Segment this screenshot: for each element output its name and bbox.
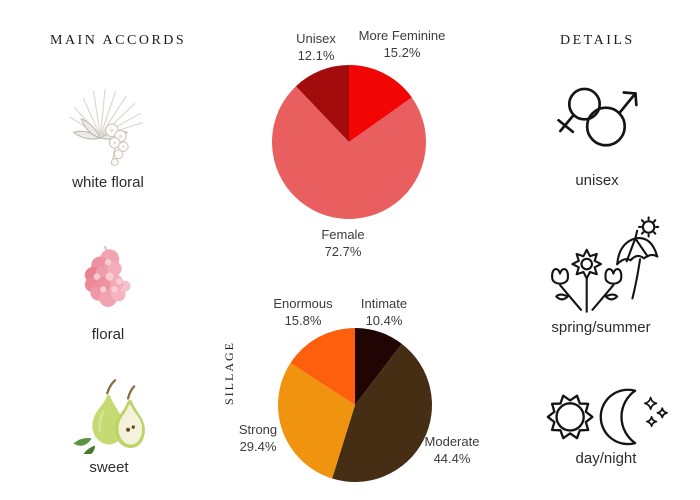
pie-slice-moderate [332, 343, 432, 482]
accord-item-sweet: sweet [57, 376, 161, 476]
pie-label-more-feminine: More Feminine 15.2% [358, 28, 446, 60]
accord-label: white floral [72, 174, 144, 191]
accord-item-white-floral: white floral [57, 86, 159, 191]
unisex-gender-icon [557, 87, 638, 147]
accord-item-floral: floral [57, 242, 159, 343]
pie-label-intimate: Intimate 10.4% [360, 296, 408, 328]
sillage-pie-chart [278, 328, 432, 482]
pie-slice-female [272, 86, 426, 219]
accord-label: floral [91, 326, 125, 343]
detail-label: spring/summer [551, 319, 651, 336]
day-night-icon [546, 388, 668, 446]
pink-floral-icon [84, 245, 131, 307]
pie-slice-intimate [355, 328, 402, 405]
pear-icon [73, 379, 145, 454]
sillage-axis-title: SILLAGE [222, 341, 236, 405]
pie-label-enormous: Enormous 15.8% [273, 296, 333, 328]
white-floral-icon [69, 89, 143, 166]
pie-slice-strong [278, 362, 355, 479]
pie-label-strong: Strong 29.4% [238, 422, 278, 454]
detail-item-unisex: unisex [542, 80, 652, 189]
detail-item-spring-summer: spring/summer [540, 216, 662, 336]
detail-label: unisex [575, 172, 619, 189]
main-accords-title: MAIN ACCORDS [50, 33, 187, 48]
detail-item-day-night: day/night [540, 382, 672, 467]
spring-summer-icon [551, 216, 660, 313]
pie-label-unisex: Unisex 12.1% [296, 31, 336, 63]
pie-slice-more-feminine [349, 65, 412, 142]
pie-slice-enormous [290, 328, 355, 405]
pie-label-female: Female 72.7% [321, 227, 365, 259]
accord-label: sweet [89, 459, 129, 476]
detail-label: day/night [575, 450, 637, 467]
pie-label-moderate: Moderate 44.4% [424, 434, 480, 466]
pie-slice-unisex [295, 65, 349, 142]
details-title: DETAILS [560, 33, 635, 48]
gender-pie-chart [272, 65, 426, 219]
